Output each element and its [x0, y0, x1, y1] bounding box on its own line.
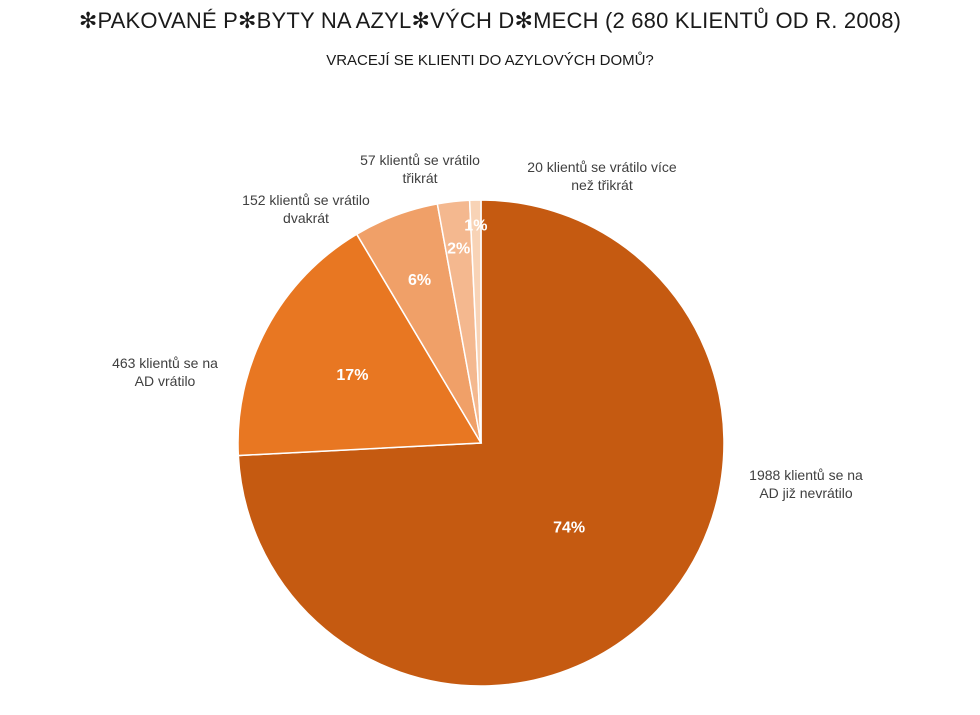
- pie-category-label-4: 57 klientů se vrátilo třikrát: [360, 152, 480, 186]
- pie-percent-label-1: 74%: [553, 520, 585, 537]
- pie-category-label-2: 463 klientů se na AD vrátilo: [112, 355, 218, 389]
- pie-category-label-1: 1988 klientů se na AD již nevrátilo: [749, 467, 863, 501]
- pie-category-label-3: 152 klientů se vrátilo dvakrát: [242, 192, 370, 226]
- pie-slice-5: [468, 199, 482, 444]
- pie-percent-label-2: 17%: [336, 367, 368, 384]
- pie-percent-label-3: 6%: [408, 272, 431, 289]
- chart-title: ✻PAKOVANÉ P✻BYTY NA AZYL✻VÝCH D✻MECH (2 …: [78, 8, 902, 33]
- pie-percent-label-5: 1%: [464, 217, 487, 234]
- pie-category-label-5: 20 klientů se vrátilo více než třikrát: [527, 159, 677, 193]
- chart-subtitle: VRACEJÍ SE KLIENTI DO AZYLOVÝCH DOMŮ?: [326, 52, 654, 69]
- pie-slice-2: [237, 233, 483, 457]
- pie-percent-label-4: 2%: [447, 240, 470, 257]
